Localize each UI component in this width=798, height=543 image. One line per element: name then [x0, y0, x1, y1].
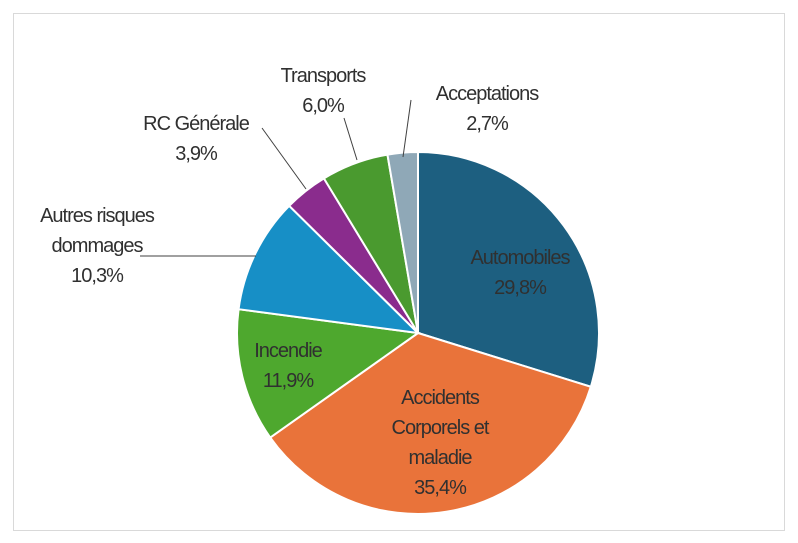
pie-slice	[386, 150, 419, 334]
pie-slice	[268, 331, 593, 515]
value-label: 3,9%	[175, 143, 218, 165]
category-label: Autres risques dommages	[40, 205, 155, 257]
pie-slice	[417, 150, 601, 389]
category-label: Incendie	[254, 340, 323, 362]
category-label: Transports	[280, 65, 367, 87]
leader-line	[261, 127, 307, 190]
value-label: 29,8%	[494, 277, 547, 299]
pie-slice	[237, 204, 421, 335]
value-label: 6,0%	[302, 95, 345, 117]
value-label: 10,3%	[71, 265, 124, 287]
value-label: 35,4%	[414, 477, 467, 499]
pie-slice	[236, 308, 421, 439]
category-label: Acceptations	[435, 83, 540, 105]
leader-line	[402, 99, 412, 158]
category-label: RC Générale	[143, 113, 250, 135]
leader-line	[343, 117, 358, 161]
category-label: Automobiles	[470, 247, 570, 269]
value-label: 11,9%	[262, 370, 314, 392]
value-label: 2,7%	[466, 113, 509, 135]
category-label: Accidents Corporels et maladie	[391, 387, 490, 469]
